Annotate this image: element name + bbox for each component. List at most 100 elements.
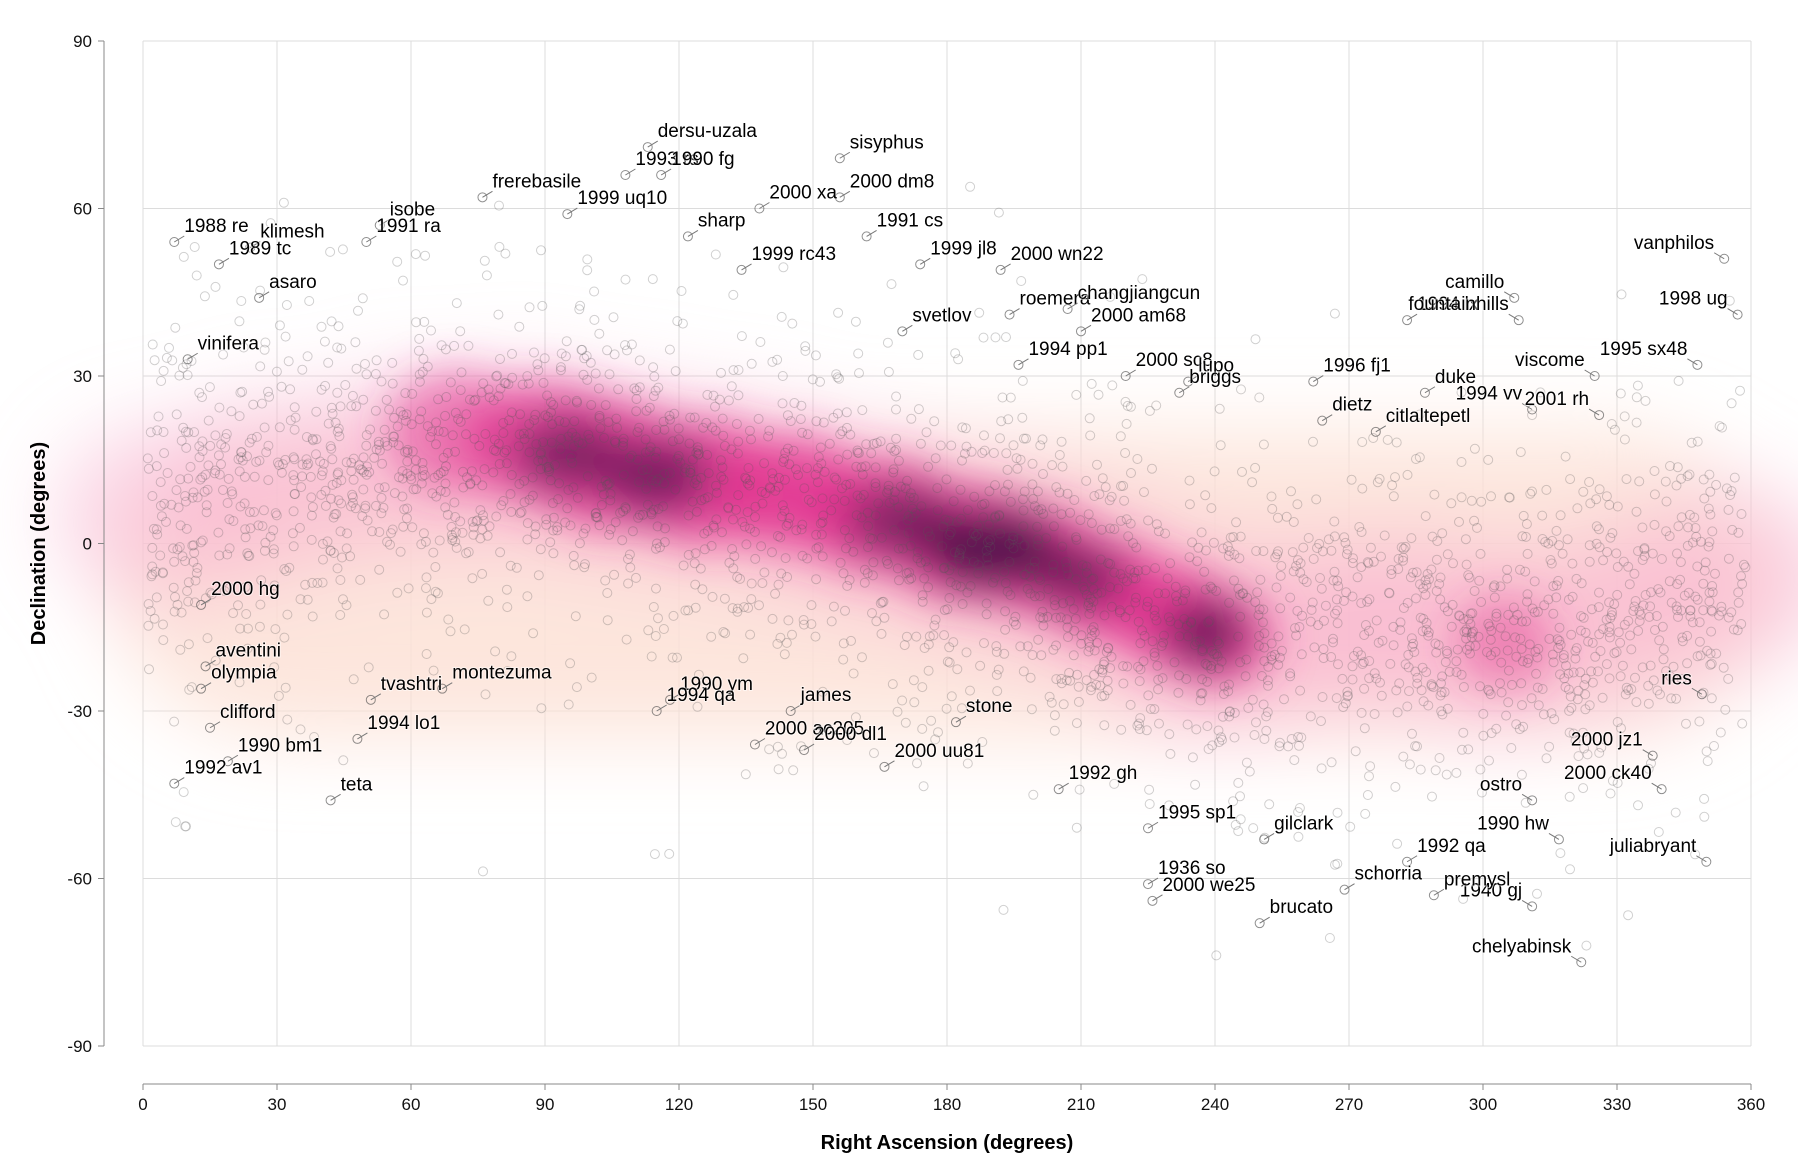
data-point [708, 520, 719, 531]
data-point [530, 529, 541, 540]
data-point [889, 487, 900, 497]
data-point [828, 412, 839, 423]
data-point [347, 492, 358, 503]
data-point [1100, 482, 1111, 493]
data-point [1042, 611, 1053, 622]
data-point [811, 543, 822, 554]
data-point [1180, 588, 1191, 599]
data-point [1266, 491, 1277, 502]
data-point [937, 541, 948, 552]
data-point [491, 446, 501, 456]
label-leader [209, 721, 221, 729]
data-point [1369, 709, 1380, 719]
data-point [621, 503, 631, 514]
data-point [1624, 579, 1635, 590]
data-point [1118, 573, 1129, 584]
data-point [147, 569, 158, 580]
data-point [1184, 499, 1195, 510]
data-point [480, 429, 491, 439]
point-label: 1990 bm1 [238, 735, 323, 756]
data-point [167, 355, 178, 366]
data-point [624, 452, 635, 463]
data-point [185, 461, 196, 472]
data-point [817, 686, 828, 697]
data-point [1408, 638, 1419, 649]
data-point [522, 534, 533, 545]
data-point [579, 562, 590, 573]
data-point [994, 511, 1005, 521]
data-point [996, 416, 1007, 427]
data-point [1199, 566, 1210, 577]
data-point [779, 474, 790, 485]
data-point [1025, 571, 1036, 582]
data-point [1537, 510, 1548, 521]
data-point [1707, 587, 1718, 598]
label-leader [1424, 386, 1436, 394]
label-leader [839, 151, 851, 159]
data-point [1018, 666, 1029, 677]
data-point [1029, 501, 1040, 512]
data-point [1037, 606, 1048, 617]
data-point [529, 347, 539, 358]
data-point [1151, 400, 1162, 411]
data-point [158, 365, 169, 376]
data-point [1607, 775, 1618, 786]
data-point [692, 701, 703, 712]
point-label: 1998 ug [1659, 289, 1728, 310]
data-point [1056, 678, 1067, 689]
data-point [378, 502, 389, 513]
data-point [1698, 605, 1709, 616]
data-point [1736, 571, 1746, 582]
data-point [569, 416, 580, 427]
data-point [477, 524, 488, 535]
data-point [1525, 488, 1536, 499]
data-point [797, 550, 808, 561]
data-point [326, 443, 337, 454]
data-point [535, 449, 546, 460]
point-label: lupo [1198, 356, 1234, 377]
data-point [398, 275, 408, 286]
data-point [416, 478, 427, 489]
data-point [799, 619, 809, 630]
point-label: 1990 hw [1477, 813, 1549, 834]
data-point [604, 369, 615, 380]
data-point [1296, 649, 1307, 660]
data-point [1521, 519, 1532, 529]
data-point [797, 427, 808, 438]
data-point [1295, 558, 1306, 569]
labeled-point [1053, 784, 1064, 795]
data-point [1640, 590, 1651, 600]
data-point [1125, 518, 1136, 529]
data-point [1578, 486, 1589, 497]
data-point [858, 489, 869, 500]
data-point [1105, 663, 1116, 674]
data-point [1298, 542, 1309, 553]
data-point [715, 455, 726, 466]
data-point [634, 355, 645, 366]
data-point [891, 433, 902, 444]
data-point [718, 474, 729, 485]
data-point [875, 598, 886, 609]
data-point [1266, 638, 1277, 649]
data-point [1579, 743, 1590, 754]
data-point [560, 395, 571, 406]
data-point [183, 473, 194, 484]
data-point [1209, 466, 1220, 477]
x-tick-label: 240 [1201, 1095, 1229, 1114]
data-point [397, 466, 408, 477]
data-point [1071, 532, 1081, 543]
labeled-point [1696, 689, 1707, 700]
data-point [1406, 533, 1417, 544]
data-point [739, 521, 750, 532]
data-point [307, 611, 318, 622]
data-point [1704, 469, 1715, 480]
data-point [1702, 645, 1713, 656]
data-point [901, 631, 912, 642]
data-point [294, 522, 305, 533]
data-point [1685, 605, 1696, 616]
data-point [852, 445, 863, 456]
data-point [1201, 545, 1211, 556]
data-point [367, 526, 378, 537]
data-point [1316, 763, 1327, 774]
data-point [1535, 387, 1546, 398]
